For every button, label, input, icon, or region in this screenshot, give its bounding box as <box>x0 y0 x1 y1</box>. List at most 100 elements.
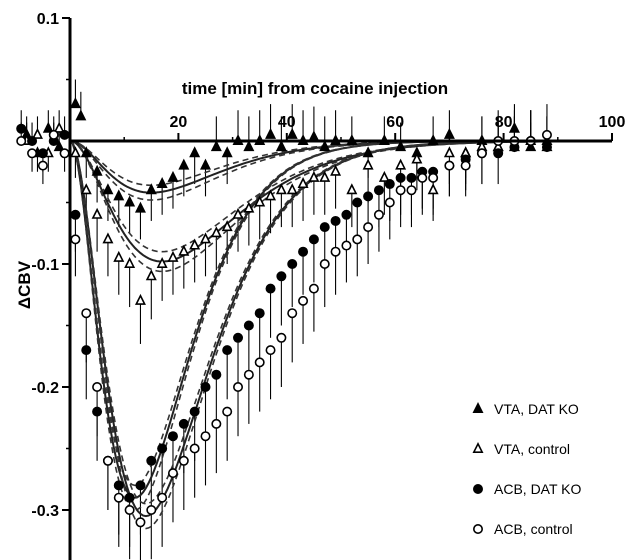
data-point <box>167 468 178 479</box>
data-point <box>476 148 487 159</box>
data-point <box>70 209 81 220</box>
y-ticks: 0.1 -0.1 -0.2 -0.3 <box>31 11 70 520</box>
legend-label: ACB, control <box>494 521 573 537</box>
data-point <box>308 283 319 294</box>
data-point <box>75 109 87 121</box>
data-point <box>308 234 319 245</box>
data-point <box>189 238 201 250</box>
data-point <box>232 207 244 219</box>
data-point <box>69 146 81 158</box>
legend-marker <box>472 523 483 534</box>
y-tick-label: -0.3 <box>31 503 59 520</box>
data-point <box>276 332 287 343</box>
data-point <box>70 234 81 245</box>
data-point <box>200 232 211 244</box>
data-point <box>80 146 92 158</box>
x-tick-label: 80 <box>495 114 513 131</box>
data-point <box>541 129 552 140</box>
data-point <box>541 142 552 153</box>
data-point <box>221 220 233 232</box>
data-point <box>189 443 200 454</box>
legend: VTA, DAT KO VTA, control ACB, DAT KO ACB, c… <box>472 401 582 537</box>
data-point <box>319 170 331 182</box>
data-point <box>134 201 146 213</box>
data-point <box>53 140 65 152</box>
data-point <box>298 246 309 257</box>
data-point <box>443 146 455 158</box>
data-point <box>92 406 103 417</box>
data-point <box>113 250 125 262</box>
data-point <box>37 160 48 171</box>
data-point <box>254 308 265 319</box>
data-point <box>178 418 189 429</box>
data-point <box>81 308 92 319</box>
data-point <box>525 140 537 152</box>
data-point <box>330 246 341 257</box>
data-point <box>80 183 92 195</box>
y-tick-label: 0.1 <box>37 11 59 28</box>
data-point <box>275 140 287 152</box>
data-point <box>406 172 417 183</box>
data-point <box>428 172 439 183</box>
data-point <box>395 140 407 152</box>
data-point <box>265 127 277 139</box>
data-point <box>48 129 59 140</box>
data-point <box>222 345 233 356</box>
fit-curves-layer <box>69 140 585 530</box>
data-point <box>265 283 276 294</box>
data-point <box>384 197 395 208</box>
data-point <box>346 183 358 195</box>
data-point <box>384 179 395 190</box>
x-axis-title: time [min] from cocaine injection <box>182 79 448 98</box>
data-point <box>189 406 200 417</box>
data-point <box>102 232 114 244</box>
data-point <box>134 293 146 305</box>
data-point <box>124 504 135 515</box>
data-point <box>243 369 254 380</box>
data-point <box>508 121 520 133</box>
data-point <box>167 250 179 262</box>
data-point <box>222 406 233 417</box>
data-point <box>417 172 428 183</box>
data-point <box>156 177 168 189</box>
data-point <box>319 222 330 233</box>
data-point <box>233 381 244 392</box>
data-point <box>200 431 211 442</box>
data-point <box>189 146 201 158</box>
data-point <box>406 185 417 196</box>
data-point <box>373 209 384 220</box>
data-point <box>81 345 92 356</box>
data-point <box>373 185 384 196</box>
legend-marker <box>472 483 483 494</box>
data-point <box>178 455 189 466</box>
data-point <box>362 158 374 170</box>
data-point <box>200 381 211 392</box>
data-point <box>53 121 65 133</box>
fit-curve <box>69 140 585 263</box>
data-point <box>69 97 81 109</box>
data-point <box>113 480 124 491</box>
data-point <box>395 185 406 196</box>
data-point <box>37 148 48 159</box>
data-point <box>211 418 222 429</box>
data-point <box>145 269 157 281</box>
data-point <box>59 148 70 159</box>
x-tick-label: 100 <box>599 114 626 131</box>
data-point <box>363 222 374 233</box>
data-point <box>254 195 266 207</box>
data-point <box>16 123 27 134</box>
data-point <box>91 164 103 176</box>
data-point <box>27 136 38 147</box>
fit-confidence-lower <box>69 140 585 487</box>
data-point <box>167 431 178 442</box>
data-point <box>59 129 70 140</box>
data-point <box>178 244 190 256</box>
data-point <box>42 121 54 133</box>
y-tick-label: -0.1 <box>31 257 59 274</box>
data-point <box>395 172 406 183</box>
y-tick-label: -0.2 <box>31 380 59 397</box>
data-point <box>341 209 352 220</box>
data-point <box>221 146 233 158</box>
data-point <box>411 152 423 164</box>
